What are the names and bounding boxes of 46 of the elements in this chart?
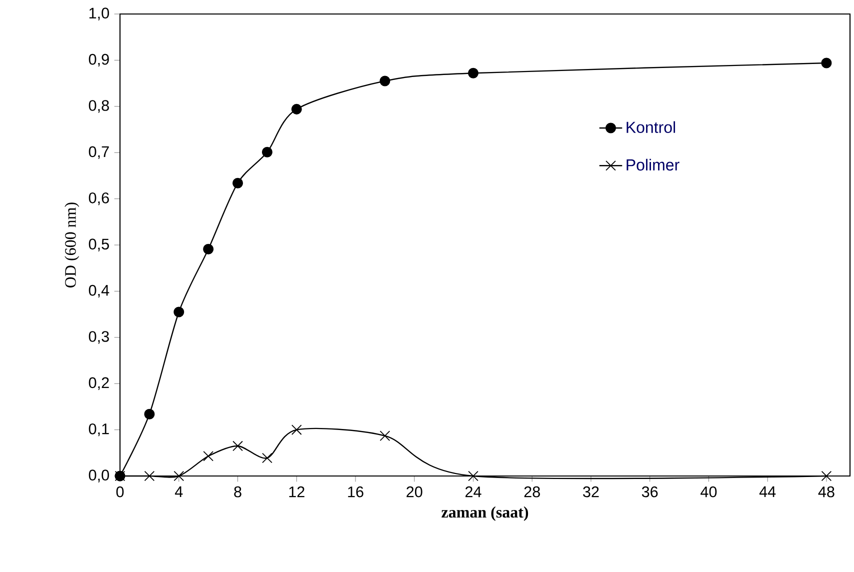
point [203,244,214,254]
x-tick-label: 44 [759,486,776,497]
y-axis-title: OD (600 nm) [64,202,80,288]
point [468,68,478,78]
legend-label: Polimer [626,158,680,171]
point [262,452,272,464]
y-tick-label: 0,1 [88,423,109,436]
x-tick-label: 32 [583,486,599,498]
point [232,178,244,188]
point [291,104,302,114]
x-tick-label: 40 [700,486,717,498]
point [380,76,390,86]
x-tick-label: 36 [642,486,658,498]
x-axis-title: zaman (saat) [442,506,528,521]
x-tick-label: 0 [116,486,124,498]
point [144,408,155,420]
point [144,470,155,482]
point [262,146,272,158]
point [232,440,243,452]
point [821,58,832,68]
point [291,424,302,435]
x-tick-label: 48 [818,486,834,498]
point [203,450,214,462]
y-tick-label: 0,2 [88,377,109,390]
y-tick-label: 0,7 [88,146,109,159]
y-tick-label: 0,3 [88,331,109,344]
y-tick-label: 0,6 [88,192,109,206]
legend-label: Kontrol [626,121,676,133]
x-tick-label: 12 [289,486,304,498]
y-tick-label: 0,0 [88,470,109,482]
point [821,470,832,482]
x-tick-label: 4 [174,486,183,497]
point [174,470,184,482]
x-tick-label: 24 [465,486,482,498]
y-tick-label: 0,5 [88,238,109,252]
point [468,470,478,482]
x-tick-label: 8 [234,486,242,498]
y-tick-label: 1,0 [89,8,109,20]
x-tick-label: 16 [348,486,364,498]
point [174,306,184,318]
x-tick-label: 20 [406,486,422,498]
x-tick-label: 28 [524,486,540,498]
y-tick-label: 0,4 [88,284,110,298]
point [380,430,390,441]
y-tick-label: 0,8 [88,100,109,113]
y-tick-label: 0,9 [88,54,109,67]
